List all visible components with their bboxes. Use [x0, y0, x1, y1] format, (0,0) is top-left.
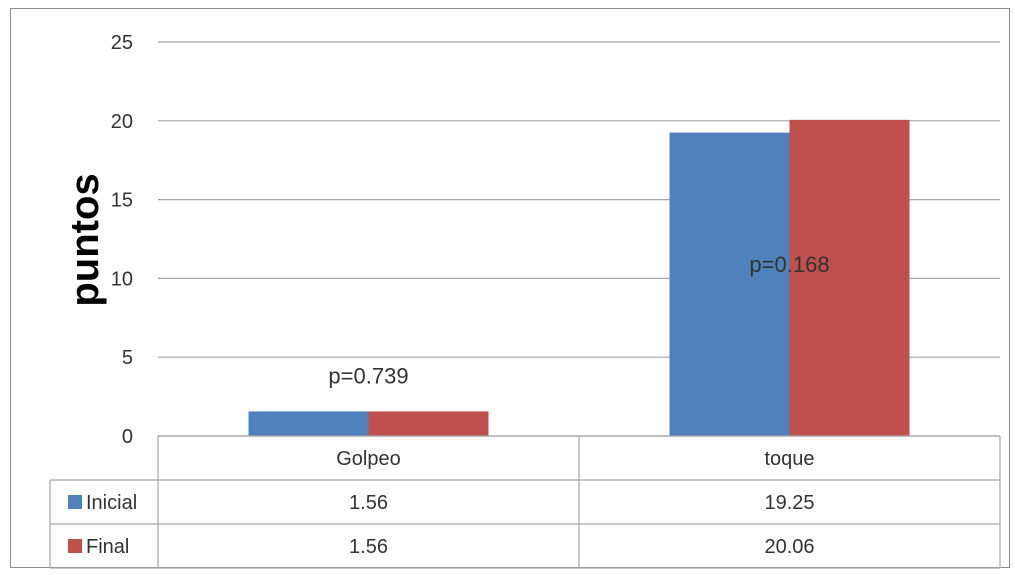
bars: [248, 119, 910, 436]
table-value-final-toque: 20.06: [764, 536, 814, 558]
table-value-final-golpeo: 1.56: [349, 536, 388, 558]
bar-inicial-toque: [669, 132, 790, 436]
legend-key-final: [68, 539, 82, 553]
table-value-inicial-toque: 19.25: [764, 492, 814, 514]
category-label-toque: toque: [764, 448, 814, 470]
y-tick-label-0: 0: [122, 426, 133, 448]
y-tick-label-20: 20: [111, 111, 133, 133]
legend-label-inicial: Inicial: [86, 492, 137, 514]
y-axis-label: puntos: [63, 173, 107, 306]
y-tick-label-10: 10: [111, 268, 133, 290]
y-tick-label-5: 5: [122, 347, 133, 369]
legend-label-final: Final: [86, 536, 129, 558]
bar-inicial-golpeo: [248, 411, 369, 436]
bar-final-golpeo: [368, 411, 489, 436]
p-value-annotation-golpeo: p=0.739: [328, 363, 408, 388]
category-label-golpeo: Golpeo: [336, 448, 401, 470]
data-table: Golpeo toque Inicial 1.56 19.25 Final 1.56 20.0…: [49, 435, 1001, 569]
annotations: p=0.739 p=0.168: [328, 252, 829, 388]
bar-final-toque: [789, 119, 910, 436]
p-value-annotation-toque: p=0.168: [749, 252, 829, 277]
y-tick-labels: 0 5 10 15 20 25: [111, 32, 133, 448]
y-tick-label-25: 25: [111, 32, 133, 54]
table-value-inicial-golpeo: 1.56: [349, 492, 388, 514]
y-tick-label-15: 15: [111, 190, 133, 212]
legend-key-inicial: [68, 495, 82, 509]
